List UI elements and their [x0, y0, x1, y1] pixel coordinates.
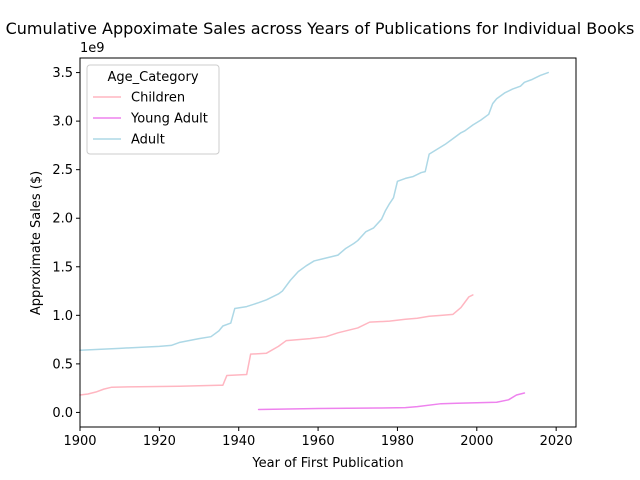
series-line-adult	[79, 71, 549, 352]
x-tick-label: 1980	[381, 434, 414, 449]
legend-label: Children	[131, 91, 185, 106]
y-axis-ticks: 0.0 0.5 1.0 1.5 2.0 2.5 3.0 3.5	[52, 66, 80, 421]
legend: Age_Category Children Young Adult Adult	[86, 64, 220, 155]
x-axis-label: Year of First Publication	[251, 456, 403, 471]
legend-title: Age_Category	[107, 70, 198, 85]
y-tick-label: 2.0	[52, 212, 73, 227]
legend-box	[86, 64, 220, 155]
y-tick-label: 0.0	[52, 406, 73, 421]
x-axis-ticks: 1900 1920 1940 1960 1980 2000 2020	[63, 427, 573, 449]
x-tick-label: 1920	[143, 434, 176, 449]
series-lines	[79, 71, 549, 411]
series-line-children	[79, 294, 474, 396]
chart-title: Cumulative Appoximate Sales across Years…	[6, 19, 635, 38]
x-tick-label: 1900	[63, 434, 96, 449]
y-tick-label: 1.5	[52, 260, 73, 275]
x-tick-label: 1940	[222, 434, 255, 449]
x-tick-label: 2000	[460, 434, 493, 449]
legend-label: Young Adult	[130, 112, 208, 127]
y-axis-label: Approximate Sales ($)	[29, 171, 44, 315]
legend-entries: Children Young Adult Adult	[93, 91, 208, 148]
y-offset-text: 1e9	[80, 41, 105, 56]
legend-label: Adult	[131, 133, 165, 148]
y-tick-label: 3.5	[52, 66, 73, 81]
series-line-young-adult	[257, 392, 526, 411]
y-tick-label: 2.5	[52, 163, 73, 178]
y-tick-label: 1.0	[52, 309, 73, 324]
x-tick-label: 2020	[540, 434, 573, 449]
y-tick-label: 0.5	[52, 357, 73, 372]
x-tick-label: 1960	[302, 434, 335, 449]
plot-frame	[79, 57, 577, 428]
y-tick-label: 3.0	[52, 115, 73, 130]
